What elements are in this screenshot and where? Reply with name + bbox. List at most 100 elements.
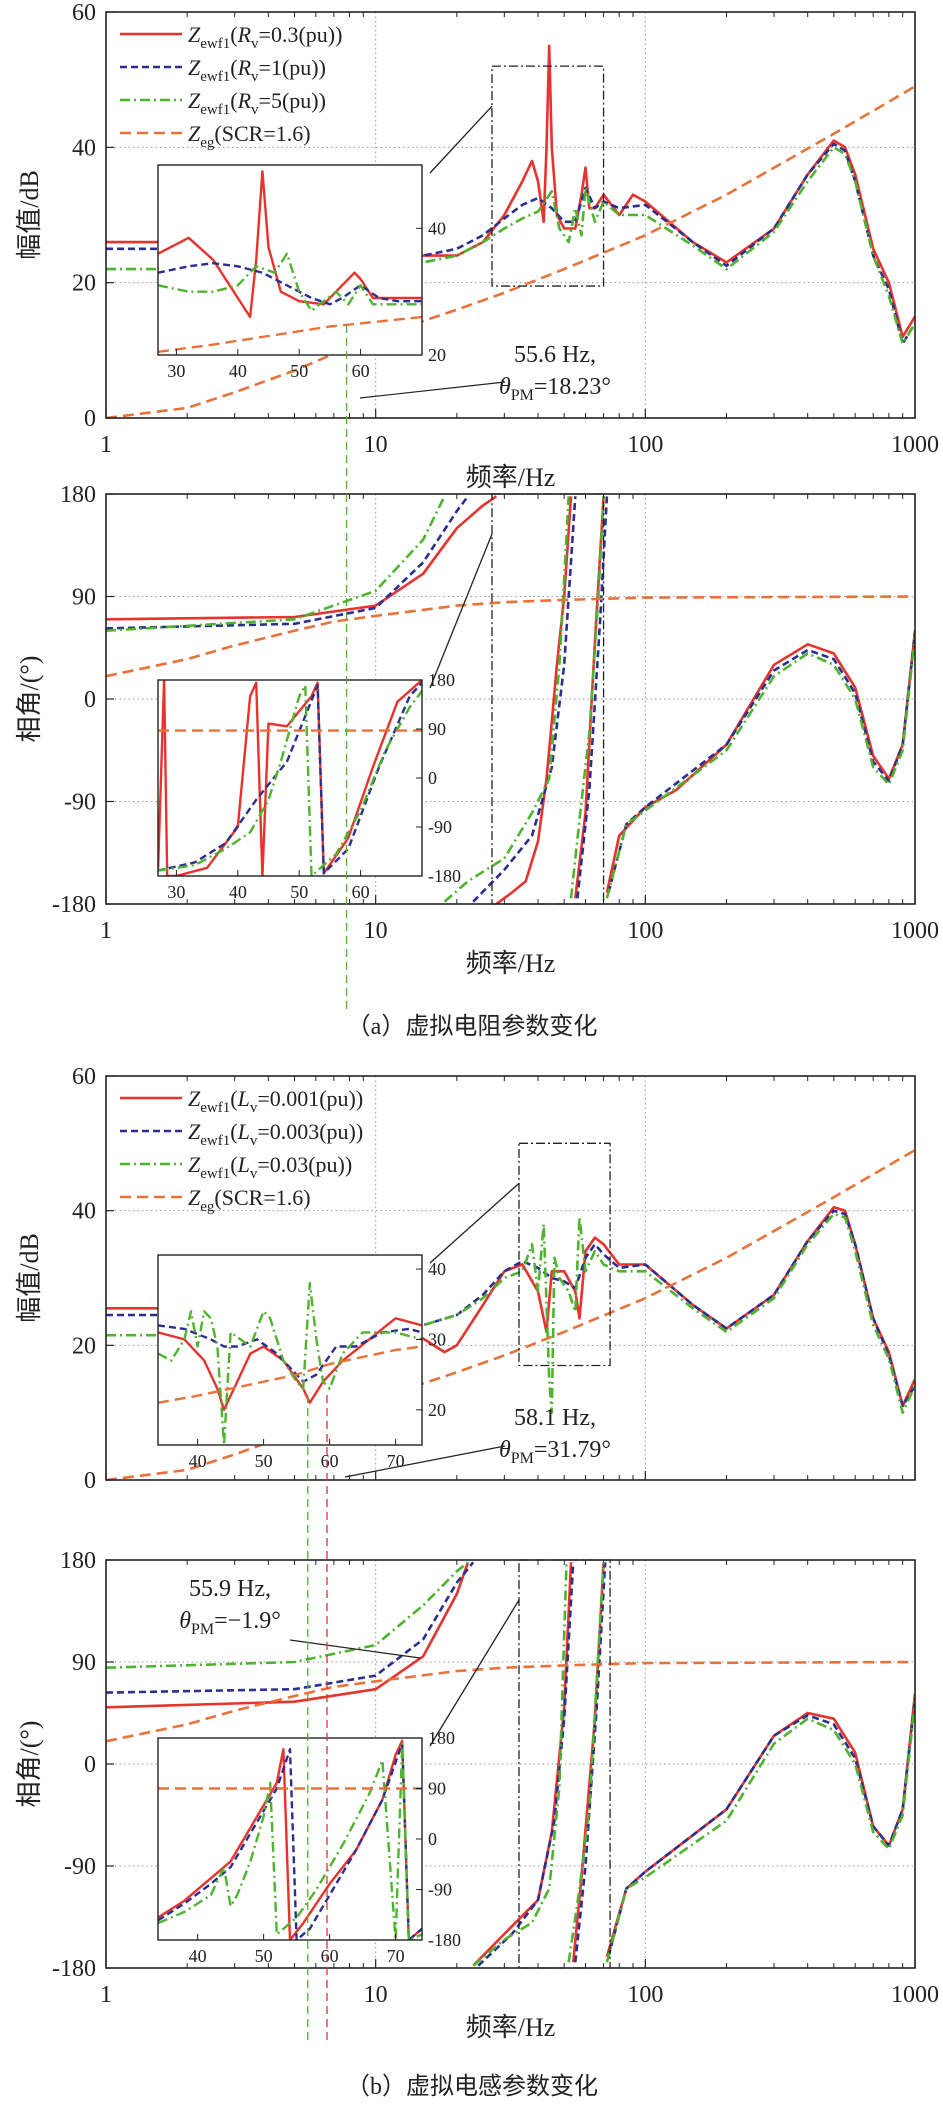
inset-frame: [157, 1254, 423, 1446]
x-tick-label: 1: [100, 432, 112, 458]
inset-series-line-green: [158, 684, 422, 876]
x-tick-label: 1000: [891, 918, 939, 944]
x-axis-label: 频率/Hz: [466, 463, 556, 492]
inset-y-tick-label: 40: [428, 218, 446, 238]
y-tick-label: 40: [72, 1199, 96, 1225]
legend-label: Zewf1(Rv=5(pu)): [188, 88, 326, 118]
inset-y-tick-label: 20: [428, 1400, 446, 1420]
inset-x-tick-label: 40: [229, 882, 247, 902]
x-tick-label: 10: [364, 1982, 388, 2008]
chart-b-phase: -180 -90 0 90 180 1 10 100 1000 相角/(°) 频率/Hz 40 50 60…: [15, 1548, 939, 2042]
plot-frame: [105, 1075, 916, 1481]
legend-label: Zeg(SCR=1.6): [188, 121, 311, 151]
x-tick-label: 100: [627, 918, 663, 944]
inset-y-tick-label: 40: [428, 1259, 446, 1279]
x-tick-label: 10: [364, 432, 388, 458]
chart-b-magnitude: 0204060幅值/dBZewf1(Lv=0.001(pu))Zewf1(Lv=…: [15, 1064, 916, 1494]
y-tick-label: -180: [52, 892, 96, 918]
series-line-green: [106, 1561, 915, 1967]
inset-x-tick-label: 50: [290, 361, 308, 381]
annotation-leader: [344, 1445, 506, 1478]
inset-background: [158, 680, 422, 876]
plot-frame: [105, 11, 916, 419]
series-line-orange: [106, 1660, 915, 1743]
y-tick-label: 180: [60, 1548, 96, 1574]
y-tick-label: 20: [72, 271, 96, 297]
annotation-frequency: 55.6 Hz,: [514, 342, 596, 368]
inset-series-line-blue: [158, 1324, 422, 1383]
inset-x-tick-label: 60: [321, 1946, 339, 1966]
inset-y-tick-label: 90: [428, 719, 446, 739]
annotation-frequency: 55.9 Hz,: [189, 1576, 271, 1602]
y-axis-label: 相角/(°): [15, 656, 44, 743]
x-axis-label: 频率/Hz: [466, 949, 556, 978]
caption-b: （b）虚拟电感参数变化: [346, 2073, 598, 2100]
inset-background: [158, 165, 422, 355]
annotation-theta: θPM=31.79°: [499, 1437, 611, 1467]
inset-x-tick-label: 30: [167, 882, 185, 902]
y-tick-label: 90: [72, 585, 96, 611]
y-tick-label: 0: [84, 1752, 96, 1778]
plot-frame: [105, 1559, 916, 1969]
inset-y-tick-label: -180: [428, 1930, 461, 1950]
inset-series-line-green: [158, 252, 422, 312]
y-axis-label: 幅值/dB: [15, 1233, 44, 1323]
y-tick-label: 180: [60, 482, 96, 508]
y-tick-label: 0: [84, 406, 96, 432]
inset-y-tick-label: -90: [428, 817, 452, 837]
x-tick-label: 1000: [891, 1982, 939, 2008]
inset-x-tick-label: 50: [255, 1451, 273, 1471]
inset-series-line-blue: [158, 262, 422, 306]
legend-label: Zeg(SCR=1.6): [188, 1185, 311, 1215]
zoom-box: [518, 1142, 611, 1367]
annotation-leader: [359, 381, 506, 399]
y-tick-label: -90: [64, 1854, 96, 1880]
y-tick-label: 20: [72, 1333, 96, 1359]
inset-series-group: [158, 680, 422, 876]
series-line-blue: [106, 495, 915, 903]
y-tick-label: 60: [72, 1064, 96, 1090]
inset-x-tick-label: 60: [352, 882, 370, 902]
y-tick-label: 60: [72, 0, 96, 26]
inset-x-tick-label: 30: [167, 361, 185, 381]
caption-a: （a）虚拟电阻参数变化: [347, 1013, 598, 1040]
inset-x-tick-label: 50: [255, 1946, 273, 1966]
inset-series-group: [158, 170, 422, 353]
inset-series-line-orange: [158, 1345, 422, 1404]
inset-y-tick-label: 20: [428, 345, 446, 365]
inset-x-tick-label: 50: [290, 882, 308, 902]
legend-label: Zewf1(Rv=1(pu)): [188, 55, 326, 85]
zoom-leader-line: [429, 105, 493, 174]
series-line-blue: [106, 142, 915, 345]
series-line-orange: [106, 595, 915, 678]
legend-label: Zewf1(Lv=0.001(pu)): [188, 1086, 363, 1116]
series-line-blue: [106, 1561, 915, 1967]
inset-y-tick-label: 0: [428, 1829, 437, 1849]
series-line-red: [106, 1206, 915, 1408]
y-tick-label: 40: [72, 135, 96, 161]
zoom-leader-line: [429, 1182, 520, 1264]
series-line-blue: [106, 1209, 915, 1408]
inset-series-line-orange: [158, 315, 422, 353]
series-line-red: [106, 44, 915, 339]
inset-series-line-red: [158, 170, 422, 319]
legend-label: Zewf1(Lv=0.003(pu)): [188, 1119, 363, 1149]
series-group: [106, 1148, 915, 1482]
zoom-leader-line: [429, 533, 493, 689]
y-tick-label: 0: [84, 687, 96, 713]
inset-y-tick-label: 180: [428, 670, 455, 690]
x-tick-label: 100: [627, 1982, 663, 2008]
x-axis-label: 频率/Hz: [466, 2013, 556, 2042]
y-axis-label: 相角/(°): [15, 1721, 44, 1808]
inset-y-tick-label: 30: [428, 1329, 446, 1349]
inset-background: [158, 1255, 422, 1445]
series-group: [106, 44, 915, 420]
annotation-frequency: 58.1 Hz,: [514, 1405, 596, 1431]
legend-label: Zewf1(Lv=0.03(pu)): [188, 1152, 352, 1182]
chart-a-phase: -180 -90 0 90 180 1 10 100 1000 相角/(°) 频率/Hz 30 40 50…: [15, 482, 939, 978]
inset-frame: [157, 164, 423, 356]
inset-series-line-green: [158, 1281, 422, 1445]
inset-x-tick-label: 60: [352, 361, 370, 381]
series-line-green: [106, 495, 915, 903]
